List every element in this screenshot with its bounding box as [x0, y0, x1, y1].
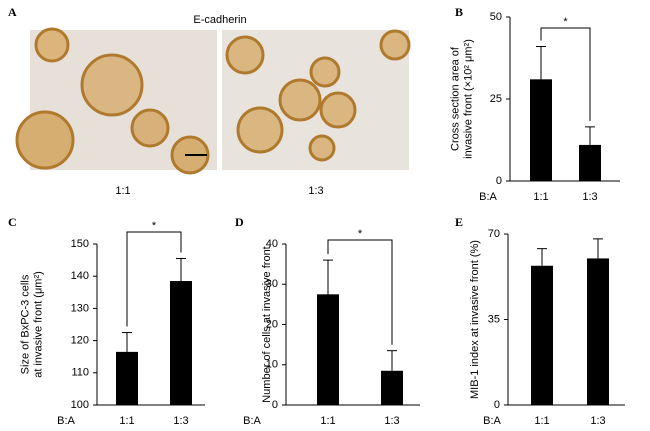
significance-marker: * — [358, 228, 363, 240]
x-prefix: B:A — [479, 191, 497, 203]
y-tick-label: 0 — [496, 175, 502, 187]
panel-label: A — [8, 5, 17, 19]
bar — [579, 144, 601, 181]
significance-bracket — [126, 231, 182, 327]
significance-bracket — [327, 239, 393, 345]
caption: 1:1 — [115, 185, 130, 197]
x-tick-label: 1:1 — [119, 415, 134, 427]
micrograph-right — [222, 29, 411, 170]
y-tick-label: 0 — [272, 399, 278, 411]
bar — [531, 265, 553, 405]
x-tick-label: 1:3 — [173, 415, 188, 427]
y-axis-label: at invasive front (μm²) — [32, 271, 44, 378]
x-prefix: B:A — [243, 415, 261, 427]
panel-title: E-cadherin — [193, 14, 246, 26]
micrograph-left — [15, 27, 217, 175]
y-tick-label: 30 — [266, 278, 278, 290]
y-tick-label: 10 — [266, 359, 278, 371]
significance-marker: * — [152, 220, 157, 232]
panel-label: B — [455, 5, 463, 19]
y-tick-label: 20 — [266, 318, 278, 330]
caption: 1:3 — [308, 185, 323, 197]
y-axis-label: Cross section area of — [449, 46, 461, 151]
significance-bracket — [540, 27, 591, 121]
y-tick-label: 100 — [71, 399, 89, 411]
y-tick-label: 140 — [71, 270, 89, 282]
significance-marker: * — [563, 16, 568, 28]
x-tick-label: 1:1 — [320, 415, 335, 427]
x-tick-label: 1:3 — [582, 191, 597, 203]
y-axis-label: Size of BxPC-3 cells — [19, 274, 31, 374]
panel-label: D — [235, 215, 244, 229]
y-axis-label: invasive front (×10² μm²) — [462, 39, 474, 159]
bar — [381, 370, 403, 405]
y-tick-label: 40 — [266, 238, 278, 250]
x-tick-label: 1:3 — [590, 415, 605, 427]
x-prefix: B:A — [483, 415, 501, 427]
y-axis-label: MIB-1 index at invasive front (%) — [469, 240, 481, 399]
y-tick-label: 0 — [494, 399, 500, 411]
y-tick-label: 110 — [71, 367, 89, 379]
bar — [116, 351, 138, 405]
bar — [317, 294, 339, 405]
y-tick-label: 25 — [490, 93, 502, 105]
panel-label: C — [8, 215, 17, 229]
x-tick-label: 1:1 — [533, 191, 548, 203]
x-tick-label: 1:3 — [384, 415, 399, 427]
panel-label: E — [455, 215, 463, 229]
y-tick-label: 50 — [490, 11, 502, 23]
x-prefix: B:A — [57, 415, 75, 427]
x-tick-label: 1:1 — [534, 415, 549, 427]
bar — [170, 281, 192, 405]
y-tick-label: 35 — [488, 313, 500, 325]
y-tick-label: 120 — [71, 335, 89, 347]
y-tick-label: 70 — [488, 228, 500, 240]
y-tick-label: 130 — [71, 302, 89, 314]
bar — [587, 258, 609, 405]
bar — [530, 79, 552, 181]
y-axis-label: Number of cells at invasive front — [261, 246, 273, 403]
y-tick-label: 150 — [71, 238, 89, 250]
